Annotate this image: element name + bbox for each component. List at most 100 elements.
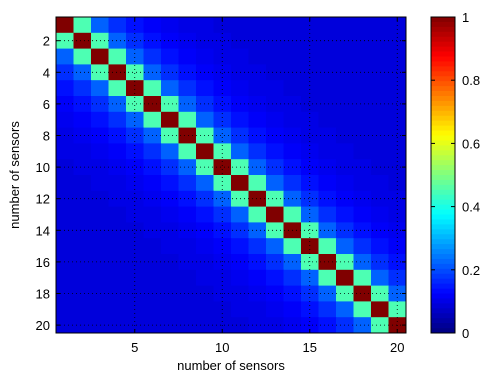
- heatmap-cell: [266, 127, 284, 144]
- heatmap-cell: [108, 206, 127, 223]
- heatmap-cell: [73, 301, 92, 318]
- heatmap-cell: [266, 175, 284, 192]
- heatmap-cell: [178, 206, 197, 223]
- heatmap-cell: [318, 32, 337, 49]
- colorbar-segment: [431, 150, 455, 156]
- heatmap-cell: [231, 222, 249, 239]
- heatmap-cell: [248, 317, 267, 334]
- heatmap-cell: [336, 80, 354, 97]
- heatmap-cell: [91, 159, 109, 176]
- heatmap-cell: [318, 143, 337, 160]
- colorbar-segment: [431, 204, 455, 210]
- heatmap-cell: [266, 254, 284, 271]
- heatmap-cell: [336, 48, 354, 65]
- heatmap-cell: [108, 127, 127, 144]
- heatmap-cell: [353, 64, 372, 81]
- heatmap-cell: [283, 143, 302, 160]
- colorbar-segment: [431, 214, 455, 220]
- heatmap-cell: [388, 80, 407, 97]
- heatmap-cell: [178, 159, 197, 176]
- heatmap-cell: [73, 175, 92, 192]
- colorbar-segment: [431, 160, 455, 166]
- colorbar-segment: [431, 298, 455, 304]
- y-tick-label: 8: [43, 129, 50, 144]
- heatmap-cell: [108, 254, 127, 271]
- colorbar-segment: [431, 120, 455, 127]
- heatmap-cell: [73, 222, 92, 239]
- heatmap-cell: [91, 317, 109, 334]
- heatmap-cell: [353, 32, 372, 49]
- y-axis-ticks: 2 4 6 8 10 12 14 16 18 20: [36, 34, 406, 333]
- colorbar-segment: [431, 219, 455, 225]
- heatmap-cell: [266, 317, 284, 334]
- heatmap-cell: [301, 238, 319, 255]
- heatmap-cell: [248, 190, 267, 207]
- colorbar-segment: [431, 184, 455, 191]
- heatmap-cell: [108, 143, 127, 160]
- heatmap-cell: [143, 111, 162, 128]
- heatmap-cell: [108, 159, 127, 176]
- colorbar-segment: [431, 224, 455, 230]
- colorbar-segment: [431, 308, 455, 314]
- colorbar-segment: [431, 209, 455, 215]
- heatmap-cell: [371, 48, 389, 65]
- heatmap-cell: [178, 80, 197, 97]
- heatmap-cell: [73, 254, 92, 271]
- colorbar-segment: [431, 46, 455, 52]
- heatmap-cell: [231, 190, 249, 207]
- heatmap-cell: [161, 17, 179, 34]
- heatmap-cell: [161, 317, 179, 334]
- heatmap-cell: [161, 48, 179, 65]
- heatmap-cell: [126, 32, 144, 49]
- heatmap-cell: [91, 269, 109, 286]
- heatmap-cell: [371, 269, 389, 286]
- heatmap-cell: [231, 143, 249, 160]
- heatmap-cell: [248, 175, 267, 192]
- heatmap-cell: [231, 111, 249, 128]
- heatmap-cell: [266, 285, 284, 302]
- heatmap-cell: [143, 48, 162, 65]
- heatmap-cell: [178, 301, 197, 318]
- heatmap-cell: [73, 206, 92, 223]
- heatmap-cell: [388, 159, 407, 176]
- heatmap-cell: [213, 222, 232, 239]
- heatmap-cell: [108, 190, 127, 207]
- heatmap-cell: [301, 96, 319, 113]
- heatmap-cell: [283, 238, 302, 255]
- y-axis-label: number of sensors: [7, 121, 22, 229]
- heatmap-cell: [266, 190, 284, 207]
- heatmap-cell: [213, 80, 232, 97]
- heatmap-cell: [353, 48, 372, 65]
- heatmap-cell: [318, 317, 337, 334]
- heatmap-cell: [318, 206, 337, 223]
- heatmap-cell: [126, 111, 144, 128]
- heatmap-cell: [371, 159, 389, 176]
- heatmap-cell: [178, 32, 197, 49]
- heatmap-cell: [178, 64, 197, 81]
- heatmap-cell: [196, 269, 214, 286]
- heatmap-cell: [161, 190, 179, 207]
- heatmap-cell: [231, 254, 249, 271]
- heatmap-cell: [353, 80, 372, 97]
- colorbar-segment: [431, 194, 455, 201]
- colorbar-segment: [431, 165, 455, 171]
- heatmap-cell: [108, 17, 127, 34]
- heatmap-cell: [108, 222, 127, 239]
- heatmap-cell: [73, 127, 92, 144]
- heatmap-cell: [301, 175, 319, 192]
- heatmap-cell: [108, 238, 127, 255]
- heatmap-cell: [266, 17, 284, 34]
- heatmap-cell: [126, 143, 144, 160]
- colorbar-segment: [431, 229, 455, 235]
- heatmap-cell: [178, 269, 197, 286]
- heatmap-cell: [108, 80, 127, 97]
- heatmap-cell: [213, 190, 232, 207]
- heatmap-cell: [248, 17, 267, 34]
- colorbar-ticks: 0 0.2 0.4 0.6 0.8 1: [431, 10, 480, 341]
- heatmap-cell: [161, 285, 179, 302]
- heatmap-cell: [178, 96, 197, 113]
- heatmap-cell: [371, 17, 389, 34]
- heatmap-cell: [91, 285, 109, 302]
- heatmap-cell: [353, 206, 372, 223]
